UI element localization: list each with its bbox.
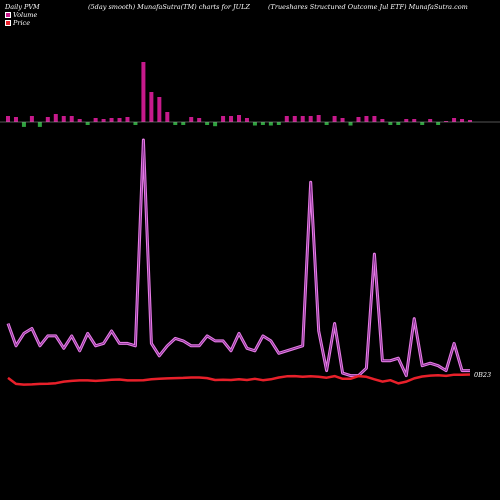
volume-bar: [396, 122, 401, 125]
volume-bar: [165, 112, 170, 122]
volume-bar: [213, 122, 218, 127]
volume-bar: [101, 119, 106, 122]
legend-volume-label: Volume: [13, 11, 38, 19]
volume-bar: [332, 116, 337, 122]
volume-bar: [149, 92, 154, 122]
legend-volume-swatch: [5, 12, 11, 18]
volume-bar: [173, 122, 178, 125]
volume-bar: [157, 97, 162, 122]
volume-series-line-inner: [7, 139, 470, 378]
legend-volume: Volume: [5, 11, 37, 19]
volume-bar: [428, 119, 433, 122]
chart-header-title: (5day smooth) MunafaSutra(TM) charts for…: [88, 3, 250, 11]
volume-bar: [300, 116, 305, 122]
volume-bar: [284, 116, 289, 122]
chart-header-left: Daily PVM: [5, 3, 40, 11]
volume-bar: [364, 116, 369, 122]
volume-bar: [93, 118, 98, 122]
volume-bar: [276, 122, 281, 125]
chart-header-right: (Trueshares Structured Outcome Jul ETF) …: [268, 3, 468, 11]
volume-bar: [77, 119, 82, 122]
volume-bar: [348, 122, 353, 126]
volume-bar: [356, 117, 361, 122]
volume-bar: [6, 116, 10, 122]
volume-bar: [237, 115, 241, 122]
legend-price: Price: [5, 19, 30, 27]
volume-bar: [460, 119, 465, 122]
volume-bar: [125, 117, 130, 122]
volume-bar: [380, 119, 385, 122]
volume-bar: [340, 118, 345, 122]
volume-bar: [21, 122, 26, 127]
volume-bar: [69, 116, 74, 122]
volume-bars: [6, 62, 472, 127]
volume-bar: [252, 122, 257, 126]
volume-bar: [372, 116, 377, 122]
volume-bar: [316, 115, 321, 122]
volume-bar: [133, 122, 138, 125]
volume-bar: [324, 122, 329, 125]
volume-bar: [37, 122, 42, 127]
volume-bar: [117, 118, 122, 122]
volume-bar: [85, 122, 90, 125]
volume-series-line: [6, 138, 470, 378]
volume-bar: [388, 122, 393, 125]
volume-bar: [61, 116, 66, 122]
volume-bar: [244, 118, 249, 122]
volume-bar: [53, 114, 58, 122]
volume-bar: [404, 119, 409, 122]
last-price-label: 0B23: [474, 371, 491, 379]
volume-bar: [308, 116, 313, 122]
volume-bar: [221, 116, 226, 122]
volume-bar: [109, 118, 114, 122]
price-series-line: [7, 373, 471, 386]
volume-bar: [452, 118, 457, 122]
volume-bar: [412, 119, 417, 122]
legend-price-label: Price: [13, 19, 31, 27]
volume-bar: [141, 62, 146, 122]
volume-bar: [436, 122, 441, 125]
volume-bar: [260, 122, 265, 125]
volume-bar: [229, 116, 234, 122]
volume-bar: [292, 116, 297, 122]
volume-bar: [181, 122, 186, 125]
volume-bar: [29, 116, 34, 122]
volume-bar: [189, 117, 194, 122]
volume-bar: [268, 122, 273, 126]
volume-bar: [444, 121, 449, 122]
volume-bar: [45, 117, 50, 122]
volume-bar: [13, 117, 18, 122]
volume-bar: [205, 122, 210, 125]
volume-bar: [197, 118, 202, 122]
volume-bar: [468, 120, 472, 122]
legend-price-swatch: [5, 20, 11, 26]
volume-bar: [420, 122, 425, 125]
